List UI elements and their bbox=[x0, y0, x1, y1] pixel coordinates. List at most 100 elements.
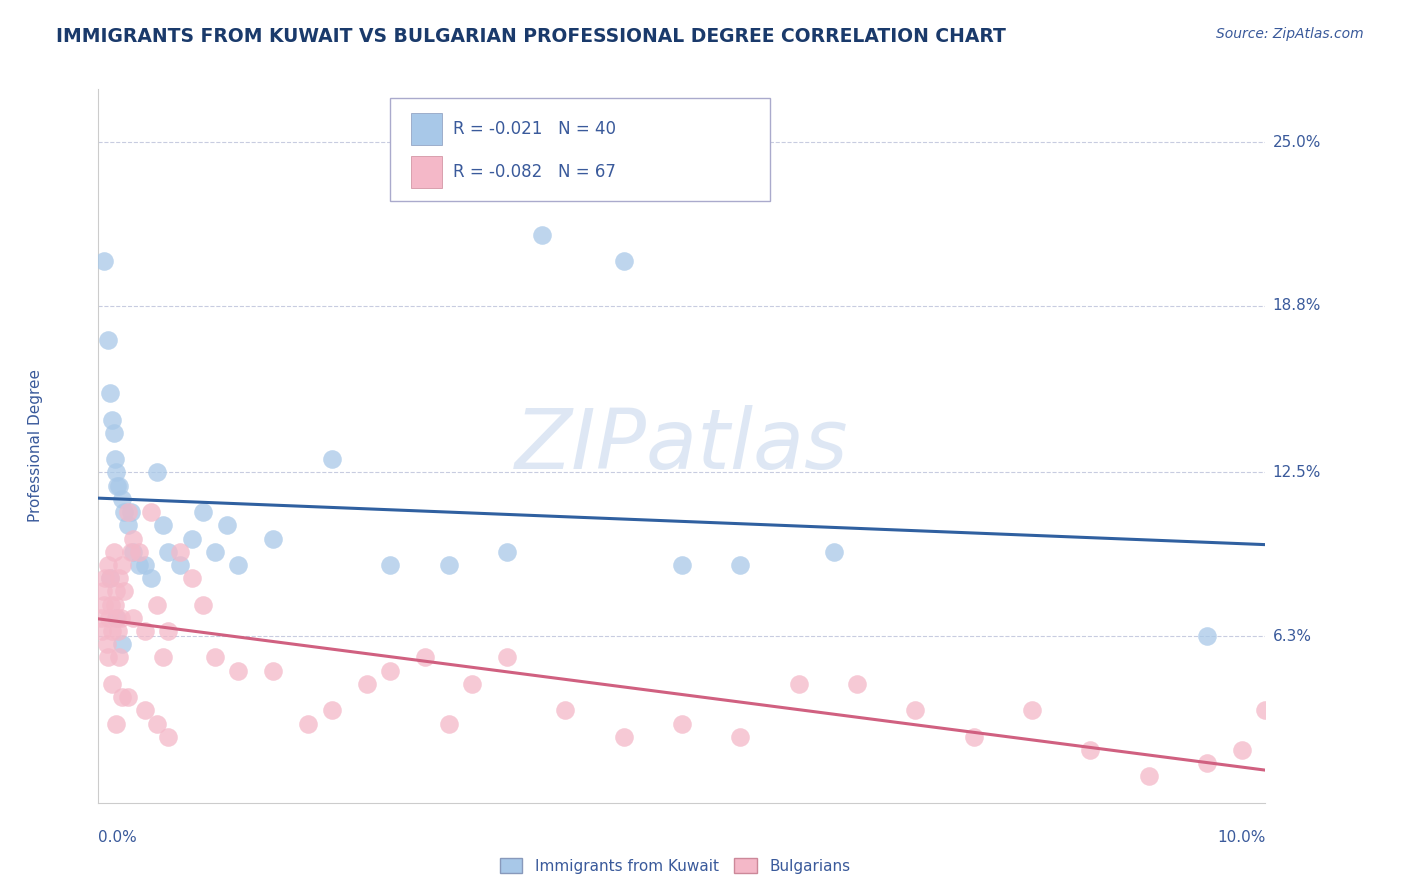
Point bbox=[111, 690, 134, 704]
Point bbox=[169, 558, 191, 572]
Point bbox=[1080, 743, 1102, 757]
Point bbox=[180, 532, 202, 546]
Point bbox=[823, 545, 845, 559]
Point bbox=[98, 386, 121, 401]
Text: IMMIGRANTS FROM KUWAIT VS BULGARIAN PROFESSIONAL DEGREE CORRELATION CHART: IMMIGRANTS FROM KUWAIT VS BULGARIAN PROF… bbox=[56, 27, 1007, 45]
Point bbox=[97, 333, 120, 347]
Point bbox=[378, 558, 402, 572]
Point bbox=[787, 677, 810, 691]
Point bbox=[104, 584, 127, 599]
Point bbox=[437, 716, 460, 731]
Point bbox=[108, 650, 131, 665]
Point bbox=[262, 532, 284, 546]
Text: R = -0.082   N = 67: R = -0.082 N = 67 bbox=[453, 163, 616, 181]
Point bbox=[228, 664, 250, 678]
Point bbox=[111, 558, 134, 572]
Text: R = -0.021   N = 40: R = -0.021 N = 40 bbox=[453, 120, 616, 138]
Point bbox=[356, 677, 378, 691]
Text: 18.8%: 18.8% bbox=[1272, 299, 1320, 313]
Point bbox=[730, 558, 752, 572]
Point bbox=[97, 650, 120, 665]
Text: 10.0%: 10.0% bbox=[1218, 830, 1265, 845]
Point bbox=[112, 505, 135, 519]
Point bbox=[117, 518, 139, 533]
Point bbox=[97, 558, 120, 572]
Text: 6.3%: 6.3% bbox=[1272, 629, 1312, 644]
Point bbox=[101, 412, 124, 426]
Point bbox=[96, 637, 118, 651]
Legend: Immigrants from Kuwait, Bulgarians: Immigrants from Kuwait, Bulgarians bbox=[494, 852, 856, 880]
Point bbox=[94, 571, 117, 585]
Point bbox=[120, 505, 142, 519]
Point bbox=[90, 624, 112, 638]
Point bbox=[152, 650, 174, 665]
Point bbox=[97, 611, 120, 625]
Point bbox=[117, 690, 139, 704]
Point bbox=[110, 611, 132, 625]
Point bbox=[104, 611, 127, 625]
Point bbox=[204, 650, 226, 665]
Point bbox=[111, 637, 134, 651]
Point bbox=[91, 584, 114, 599]
Point bbox=[1195, 629, 1218, 643]
Point bbox=[105, 611, 128, 625]
Point bbox=[157, 730, 180, 744]
Point bbox=[122, 532, 145, 546]
Text: ZIPatlas: ZIPatlas bbox=[515, 406, 849, 486]
Text: Professional Degree: Professional Degree bbox=[28, 369, 42, 523]
Point bbox=[461, 677, 484, 691]
Point bbox=[128, 545, 150, 559]
Point bbox=[554, 703, 576, 717]
Point bbox=[215, 518, 238, 533]
Point bbox=[413, 650, 436, 665]
Point bbox=[495, 650, 517, 665]
Point bbox=[103, 425, 125, 440]
Point bbox=[962, 730, 984, 744]
Point bbox=[139, 571, 162, 585]
Text: Source: ZipAtlas.com: Source: ZipAtlas.com bbox=[1216, 27, 1364, 41]
Point bbox=[93, 254, 115, 268]
Point bbox=[101, 624, 124, 638]
Point bbox=[1021, 703, 1043, 717]
Point bbox=[112, 584, 135, 599]
Point bbox=[101, 677, 124, 691]
Point bbox=[612, 730, 634, 744]
Text: 12.5%: 12.5% bbox=[1272, 465, 1320, 480]
Point bbox=[612, 254, 634, 268]
Point bbox=[104, 466, 127, 480]
Point bbox=[495, 545, 517, 559]
Point bbox=[134, 624, 156, 638]
Point bbox=[134, 558, 156, 572]
Point bbox=[105, 478, 128, 492]
Point bbox=[108, 478, 131, 492]
Point bbox=[1254, 703, 1277, 717]
Point bbox=[1137, 769, 1160, 783]
Point bbox=[90, 611, 112, 625]
Point bbox=[108, 571, 131, 585]
Point bbox=[117, 505, 139, 519]
Point bbox=[169, 545, 191, 559]
Point bbox=[111, 491, 134, 506]
Point bbox=[671, 558, 693, 572]
Point bbox=[530, 227, 553, 242]
Point bbox=[378, 664, 402, 678]
Point bbox=[193, 505, 215, 519]
Point bbox=[228, 558, 250, 572]
Point bbox=[103, 545, 125, 559]
Point bbox=[104, 452, 127, 467]
Point bbox=[146, 598, 169, 612]
Point bbox=[437, 558, 460, 572]
Point bbox=[321, 452, 343, 467]
Point bbox=[104, 716, 127, 731]
Point bbox=[139, 505, 162, 519]
Point bbox=[157, 624, 180, 638]
Point bbox=[262, 664, 284, 678]
Point bbox=[193, 598, 215, 612]
Point bbox=[122, 611, 145, 625]
Point bbox=[730, 730, 752, 744]
Point bbox=[157, 545, 180, 559]
Point bbox=[107, 624, 129, 638]
Point bbox=[671, 716, 693, 731]
Point bbox=[845, 677, 868, 691]
Point bbox=[297, 716, 319, 731]
